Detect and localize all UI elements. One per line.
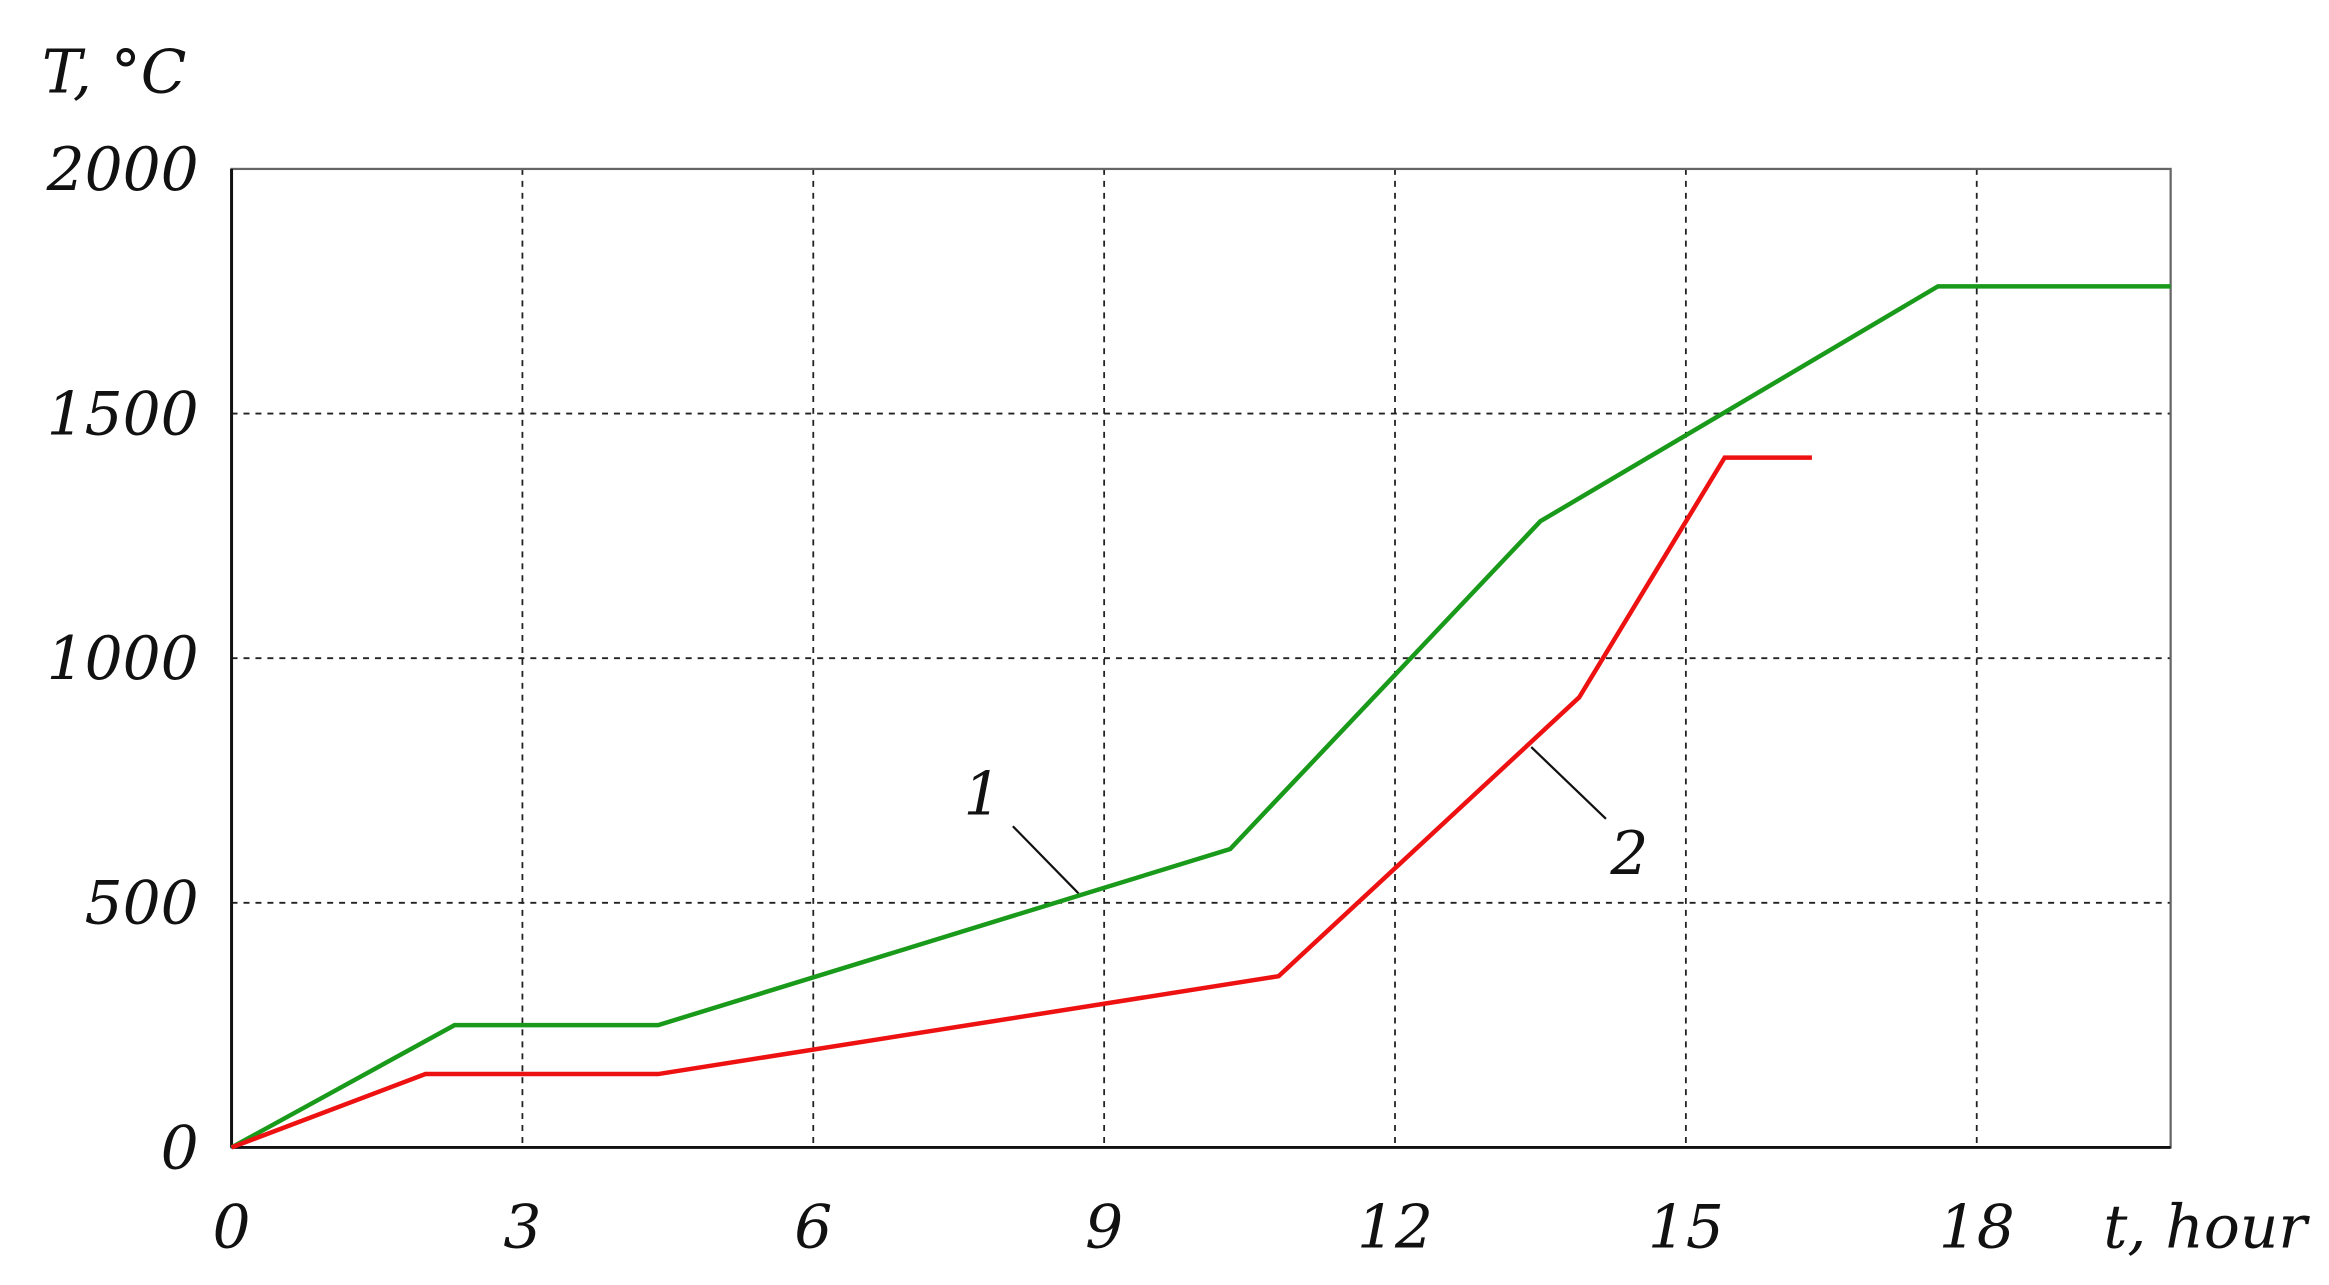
y-tick-label: 1500	[47, 380, 199, 449]
x-tick-label: 0	[213, 1194, 251, 1263]
series-label: 2	[1609, 820, 1648, 889]
leader-line	[1530, 746, 1607, 820]
series-label: 1	[964, 760, 1002, 829]
y-tick-label: 2000	[46, 136, 199, 205]
x-tick-label: 9	[1085, 1194, 1123, 1263]
y-tick-label: 0	[161, 1114, 199, 1183]
y-axis-label: T, °C	[42, 39, 187, 108]
leader-line	[1012, 825, 1080, 895]
x-tick-label: 15	[1648, 1194, 1724, 1263]
x-tick-label: 6	[794, 1194, 832, 1263]
y-tick-label: 1000	[47, 625, 199, 694]
line-series	[230, 284, 2171, 1150]
line-series	[230, 455, 1812, 1150]
x-axis-label: t, hour	[2103, 1194, 2310, 1263]
x-tick-label: 3	[503, 1194, 541, 1263]
x-tick-label: 12	[1357, 1194, 1433, 1263]
x-tick-label: 18	[1939, 1194, 2015, 1263]
y-tick-label: 500	[85, 870, 199, 939]
